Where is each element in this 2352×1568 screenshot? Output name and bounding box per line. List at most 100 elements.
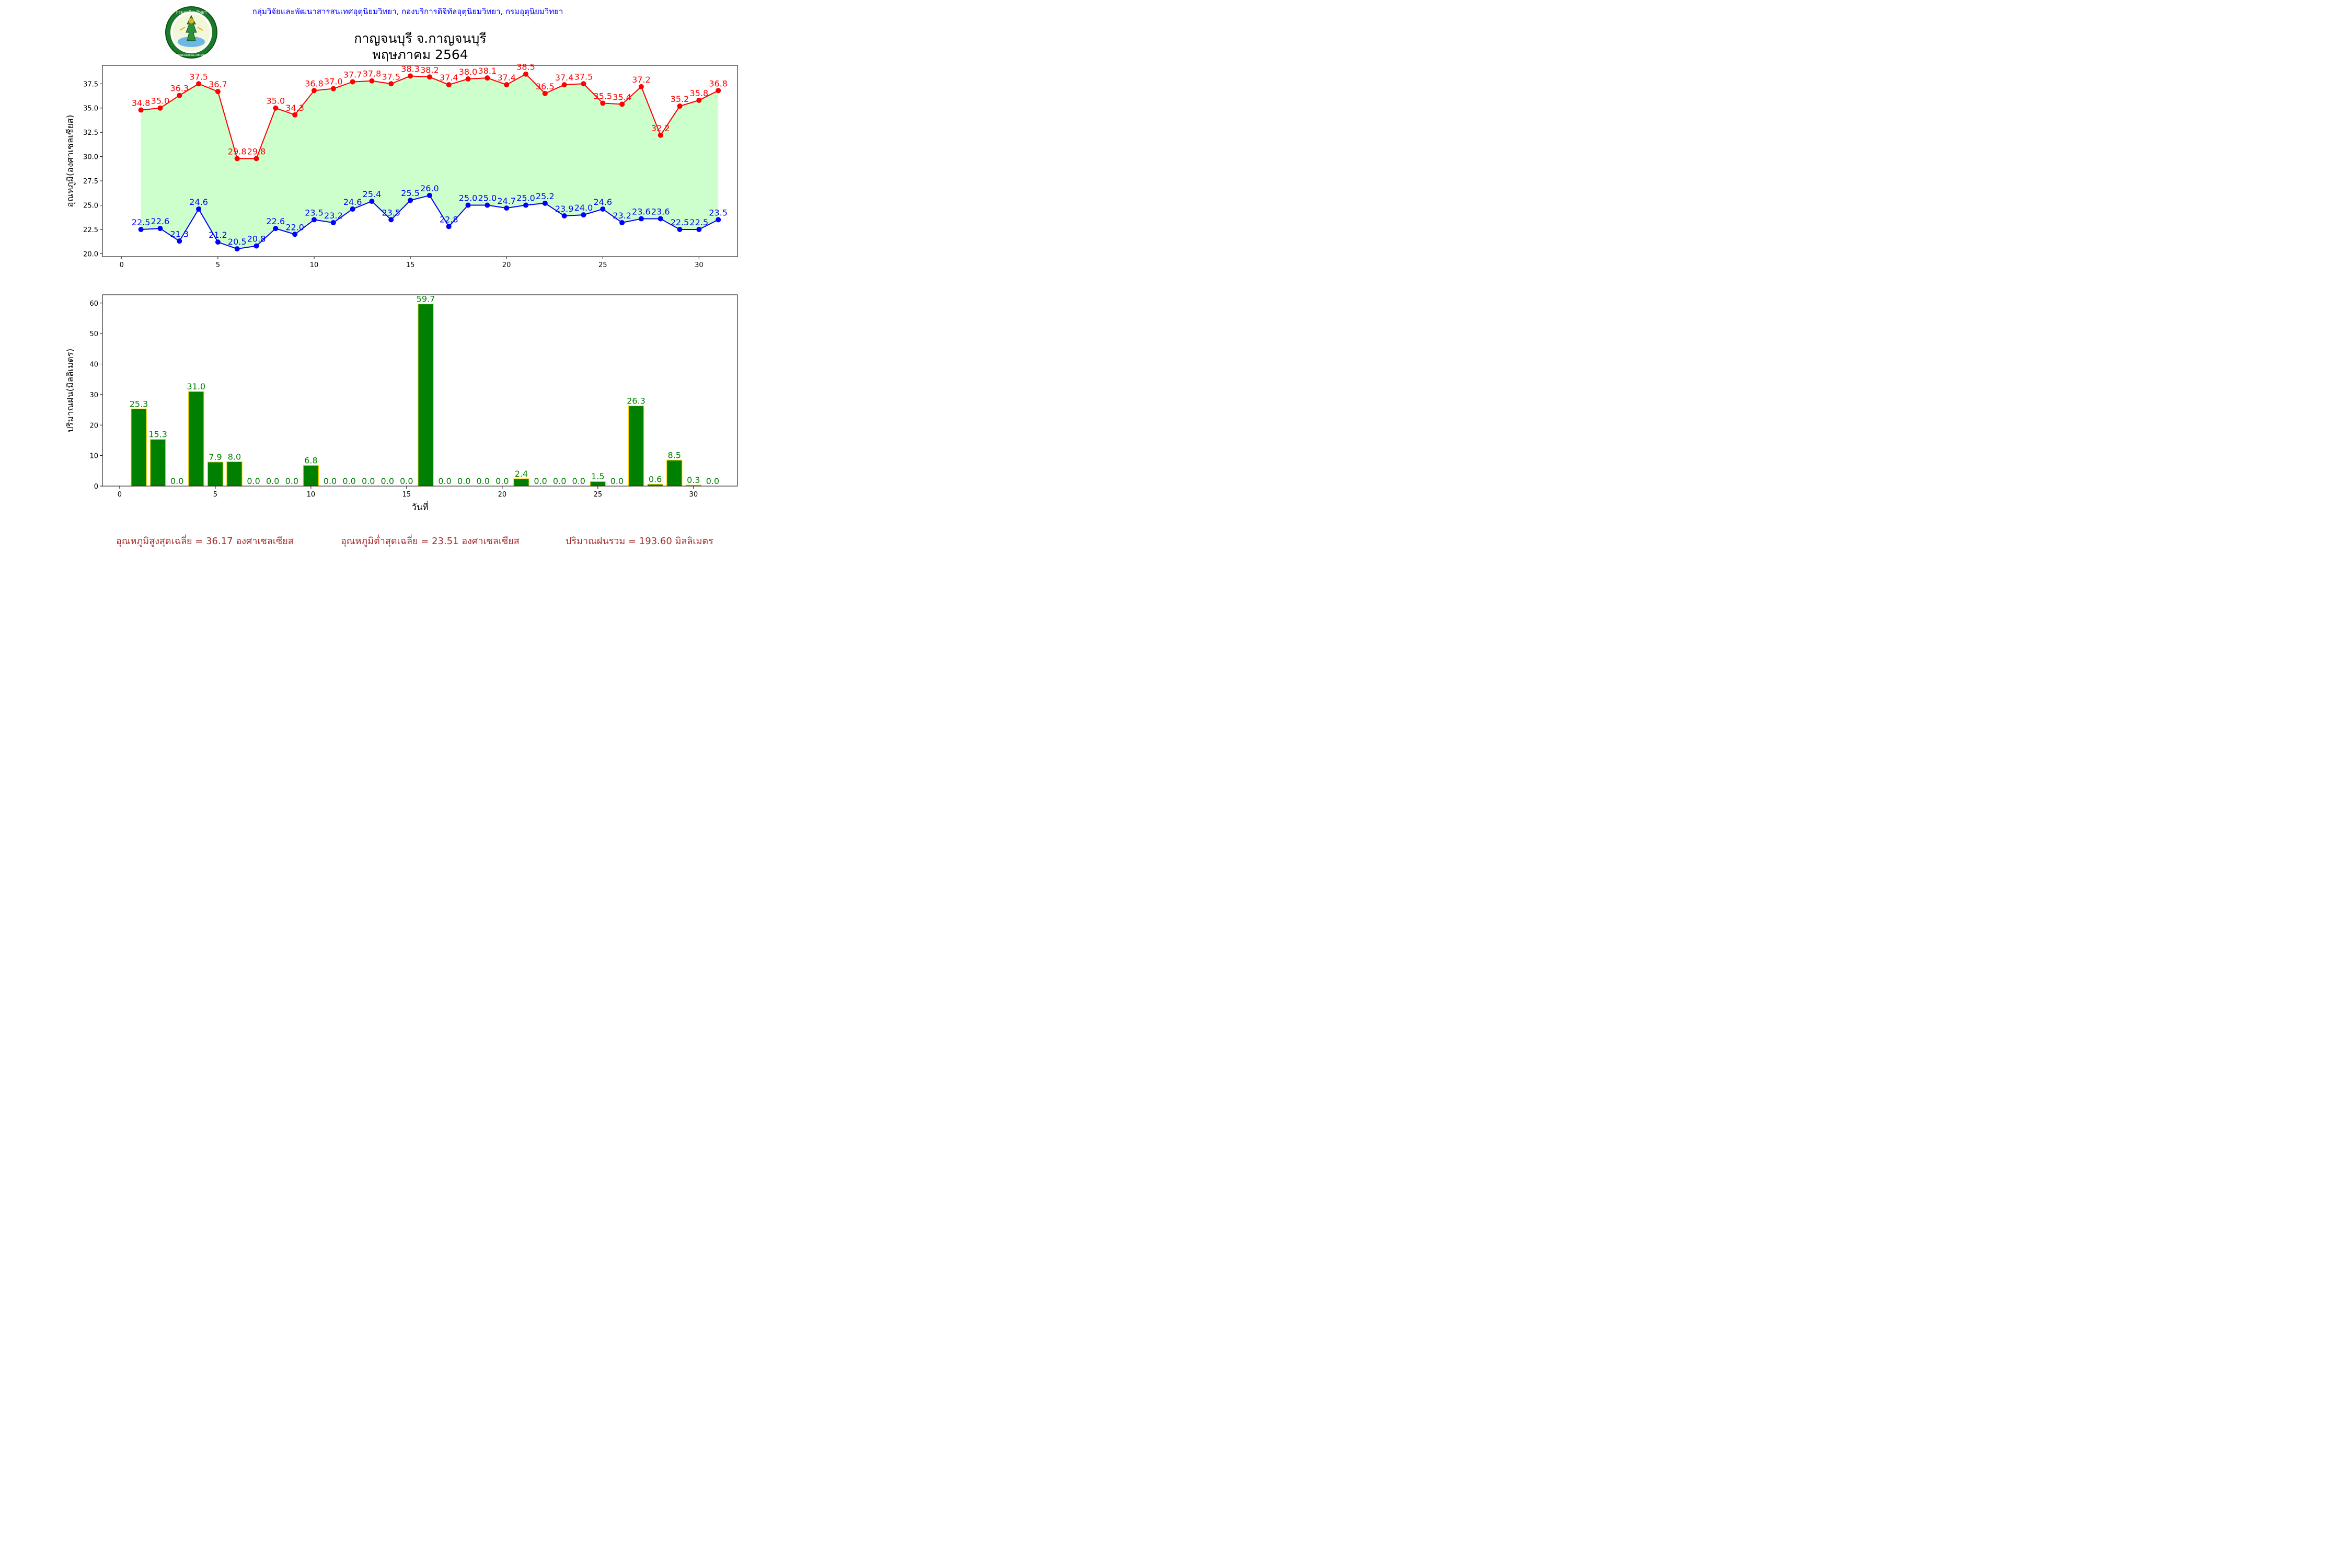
min-temp-point [426, 192, 432, 198]
rain-bar-label: 0.0 [572, 476, 585, 486]
min-temp-point [696, 226, 702, 232]
max-temp-point [369, 78, 375, 84]
max-temp-label: 37.5 [382, 72, 400, 82]
y-tick-label: 20.0 [83, 250, 98, 258]
max-temp-point [350, 79, 355, 85]
min-temp-label: 24.6 [593, 197, 612, 207]
max-temp-point [523, 71, 528, 77]
max-temp-label: 38.1 [478, 66, 497, 76]
max-temp-point [542, 90, 548, 96]
max-temp-label: 36.8 [305, 78, 324, 88]
max-temp-label: 29.8 [247, 146, 266, 156]
max-temp-label: 37.7 [343, 70, 362, 80]
min-temp-point [157, 226, 163, 232]
logo-top-text: กรมอุตุนิยมวิทยา [176, 10, 207, 15]
max-temp-label: 38.3 [401, 64, 420, 74]
max-temp-point [330, 86, 336, 91]
rain-bar [207, 462, 224, 487]
max-temp-point [465, 76, 471, 82]
min-temp-label: 25.0 [478, 193, 497, 203]
min-temp-point [330, 220, 336, 225]
min-temp-point [561, 213, 567, 218]
rain-bar-label: 1.5 [591, 471, 604, 481]
rain-bar [628, 405, 644, 487]
min-temp-point [523, 202, 528, 208]
min-temp-label: 25.2 [536, 191, 555, 201]
title-line-2: พฤษภาคม 2564 [372, 47, 468, 62]
y-tick-label: 50 [89, 330, 98, 338]
max-temp-point [504, 82, 510, 88]
max-temp-label: 37.4 [440, 73, 458, 83]
max-temp-label: 37.5 [189, 72, 208, 82]
chart-title: กาญจนบุรี จ.กาญจนบุรี พฤษภาคม 2564 [316, 30, 525, 63]
y-tick-label: 32.5 [83, 129, 98, 137]
x-tick-label: 20 [502, 261, 511, 269]
min-temp-point [638, 216, 644, 222]
x-tick-label: 5 [216, 261, 220, 269]
max-temp-label: 37.0 [324, 77, 343, 87]
min-temp-label: 23.2 [613, 211, 631, 221]
rain-bar-label: 0.0 [342, 476, 355, 486]
min-temp-point [388, 217, 394, 223]
y-tick-label: 25.0 [83, 202, 98, 210]
rain-bar-label: 0.0 [495, 476, 509, 486]
max-temp-point [619, 101, 625, 107]
rain-bar-label: 0.0 [610, 476, 624, 486]
rain-bar [590, 481, 606, 487]
min-temp-point [504, 205, 510, 211]
y-tick-label: 0 [94, 483, 98, 491]
temperature-range-fill [141, 74, 719, 249]
rain-bar-label: 0.0 [381, 476, 394, 486]
rain-bar-label: 0.0 [170, 476, 183, 486]
x-tick-label: 0 [118, 491, 122, 499]
max-temp-point [485, 75, 490, 81]
x-tick-label: 25 [594, 491, 603, 499]
max-temp-point [426, 74, 432, 80]
max-temp-point [716, 88, 721, 94]
min-temp-label: 25.5 [401, 188, 420, 198]
max-temp-label: 37.4 [497, 73, 516, 83]
min-temp-label: 24.6 [343, 197, 362, 207]
min-temp-label: 21.3 [170, 229, 189, 239]
rain-bar [131, 408, 147, 487]
max-temp-label: 32.2 [651, 123, 670, 133]
min-temp-label: 23.5 [305, 207, 324, 217]
title-line-1: กาญจนบุรี จ.กาญจนบุรี [354, 31, 487, 46]
min-temp-label: 22.5 [690, 217, 709, 227]
max-temp-point [215, 89, 221, 95]
max-temp-point [234, 156, 240, 162]
max-temp-label: 35.5 [593, 91, 612, 101]
rain-bar-label: 0.0 [457, 476, 470, 486]
min-temp-point [215, 239, 221, 245]
min-temp-point [619, 220, 625, 225]
y-tick-label: 22.5 [83, 226, 98, 234]
x-tick-label: 10 [307, 491, 316, 499]
max-temp-label: 35.0 [267, 96, 285, 106]
max-temp-label: 38.2 [420, 65, 439, 75]
x-tick-label: 10 [310, 261, 319, 269]
average-min-temp: อุณหภูมิต่ำสุดเฉลี่ย = 23.51 องศาเซลเซีย… [341, 536, 520, 547]
min-temp-label: 23.6 [651, 207, 670, 217]
rain-bar-label: 8.0 [228, 452, 241, 462]
rain-bar-label: 8.5 [668, 450, 681, 460]
min-temp-point [350, 206, 355, 212]
max-temp-point [561, 82, 567, 88]
rain-bar [303, 465, 319, 487]
total-rainfall: ปริมาณฝนรวม = 193.60 มิลลิเมตร [566, 536, 713, 547]
min-temp-label: 23.2 [324, 211, 343, 221]
min-temp-point [234, 246, 240, 252]
rain-bar [188, 391, 204, 487]
summary-bar: อุณหภูมิสูงสุดเฉลี่ย = 36.17 องศาเซลเซีย… [0, 533, 808, 547]
rain-bar [666, 459, 683, 487]
max-temp-label: 29.8 [228, 146, 247, 156]
max-temp-label: 38.5 [516, 62, 535, 72]
y-axis-label: ปริมาณฝน(มิลลิเมตร) [65, 349, 76, 433]
rain-bar [513, 478, 529, 487]
rain-bar-label: 0.0 [266, 476, 279, 486]
rain-bar [226, 461, 243, 487]
x-tick-label: 25 [598, 261, 607, 269]
max-temp-point [177, 93, 182, 98]
min-temp-label: 24.6 [189, 197, 208, 207]
y-tick-label: 20 [89, 422, 98, 430]
y-tick-label: 37.5 [83, 80, 98, 88]
